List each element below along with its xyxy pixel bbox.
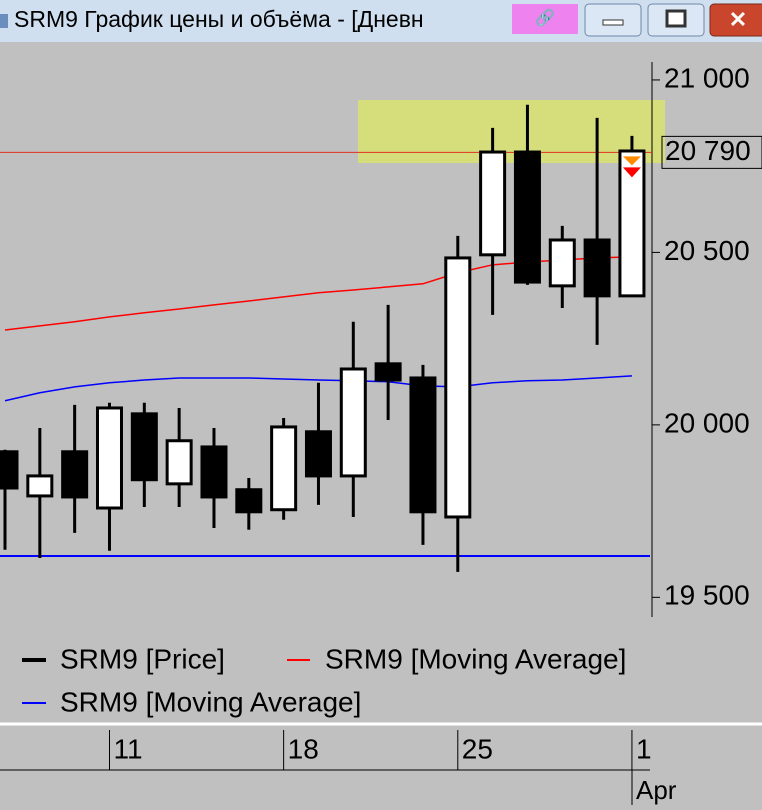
candle-body — [548, 238, 576, 288]
candle-body — [26, 474, 54, 498]
candle-body — [130, 412, 158, 482]
close-button[interactable] — [709, 3, 762, 37]
signal-marker — [622, 156, 641, 166]
price-box — [661, 135, 762, 169]
candle-body — [61, 450, 89, 499]
y-tick-label: 19 500 — [664, 580, 750, 611]
maximize-icon — [665, 9, 687, 28]
signal-marker — [622, 167, 641, 178]
close-icon: ✕ — [729, 7, 747, 32]
x-tick-label: 18 — [288, 733, 319, 764]
candle-body — [374, 362, 402, 382]
month-label: Apr — [636, 775, 677, 805]
candle-body — [200, 445, 228, 499]
x-tick-label: 11 — [113, 733, 142, 764]
candle-body — [409, 376, 437, 514]
link-icon: 🔗 — [535, 8, 555, 27]
app-icon — [0, 14, 8, 28]
moving-average — [4, 375, 632, 402]
candle-body — [444, 256, 472, 519]
candle-body — [270, 425, 298, 512]
candle-body — [304, 430, 332, 478]
link-button[interactable] — [512, 4, 578, 34]
y-tick-label: 20 000 — [664, 407, 750, 438]
legend-label: SRM9 [Price] — [60, 643, 225, 674]
y-tick-label: 21 000 — [664, 62, 750, 93]
candle-body — [513, 150, 541, 284]
legend-label: SRM9 [Moving Average] — [60, 686, 361, 717]
legend-label: SRM9 [Moving Average] — [325, 643, 626, 674]
x-tick-label: 25 — [462, 733, 493, 764]
candle-body — [165, 439, 193, 486]
candle-body — [0, 450, 19, 490]
candle-body — [583, 238, 611, 298]
candle-body — [95, 406, 123, 510]
price-label: 20 790 — [665, 135, 751, 166]
candle-body — [479, 150, 507, 257]
y-tick-label: 20 500 — [664, 235, 750, 266]
minimize-icon — [602, 19, 624, 26]
candle-body — [235, 488, 263, 514]
x-tick-label: 1 — [636, 733, 652, 764]
window-title: SRM9 График цены и объёма - [Дневн — [14, 6, 424, 32]
candle-body — [339, 367, 367, 478]
